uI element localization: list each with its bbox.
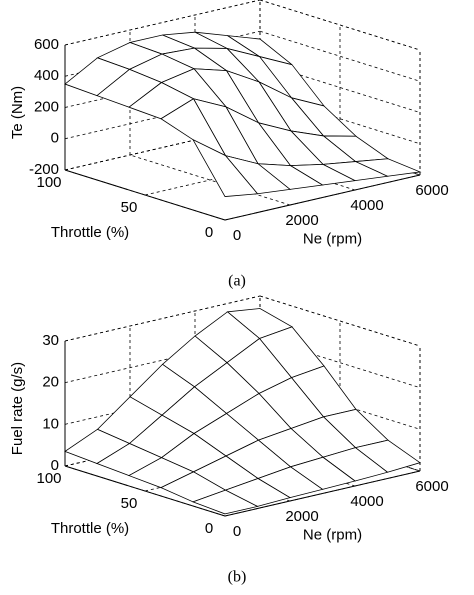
- surface-patch: [192, 138, 259, 197]
- caption: (a): [228, 273, 246, 290]
- z-axis-label: Te (Nm): [9, 86, 26, 139]
- surface-patch: [191, 489, 259, 515]
- z-axis-label: Fuel rate (g/s): [9, 362, 26, 455]
- z-tick-label: 20: [42, 374, 59, 391]
- x-tick-label: 4000: [350, 197, 383, 214]
- grid-line: [259, 337, 421, 389]
- y-tick-label: 100: [36, 470, 61, 487]
- y-tick-label: 100: [36, 174, 61, 191]
- y-tick-label: 50: [121, 495, 138, 512]
- y-axis-label: Throttle (%): [51, 224, 129, 241]
- z-tick-label: 600: [34, 36, 59, 53]
- y-axis-label: Throttle (%): [51, 520, 129, 537]
- grid-line: [259, 93, 421, 145]
- x-tick-label: 6000: [415, 182, 448, 199]
- grid-line: [259, 30, 421, 82]
- y-tick-label: 0: [205, 520, 213, 537]
- x-tick-label: 0: [233, 227, 241, 244]
- z-tick-label: 30: [42, 332, 59, 349]
- y-tick-label: 0: [205, 224, 213, 241]
- axis-edge: [224, 174, 421, 221]
- grid-line: [64, 169, 226, 221]
- caption: (b): [228, 569, 247, 586]
- z-tick-label: 400: [34, 67, 59, 84]
- x-tick-label: 2000: [285, 508, 318, 525]
- x-axis-label: Ne (rpm): [303, 230, 362, 247]
- grid-line: [259, 378, 421, 430]
- y-tick-label: 50: [121, 199, 138, 216]
- grid-line: [64, 465, 226, 517]
- z-tick-label: 10: [42, 415, 59, 432]
- axis-edge: [224, 470, 421, 517]
- x-axis-label: Ne (rpm): [303, 526, 362, 543]
- z-tick-label: 200: [34, 98, 59, 115]
- x-tick-label: 4000: [350, 493, 383, 510]
- z-tick-label: 0: [51, 457, 59, 474]
- grid-line: [259, 62, 421, 113]
- x-tick-label: 0: [233, 523, 241, 540]
- x-tick-label: 6000: [415, 478, 448, 495]
- z-tick-label: 0: [51, 130, 59, 147]
- z-tick-label: -200: [29, 161, 59, 178]
- x-tick-label: 2000: [285, 212, 318, 229]
- grid-line: [259, 295, 421, 347]
- grid-line: [259, 0, 421, 51]
- grid-line: [129, 154, 291, 206]
